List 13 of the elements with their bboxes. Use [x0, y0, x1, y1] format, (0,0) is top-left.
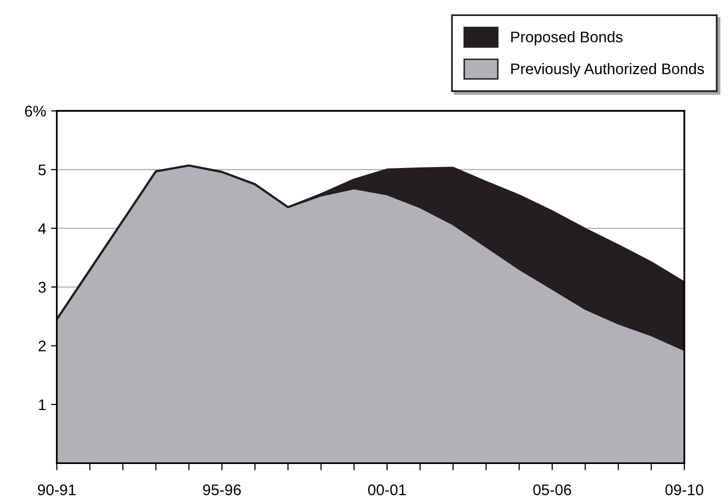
y-tick-label: 2	[38, 340, 46, 352]
x-tick-label: 90-91	[38, 484, 76, 496]
legend-label: Proposed Bonds	[511, 31, 622, 46]
x-tick-label: 95-96	[203, 484, 241, 496]
y-tick-label: 6%	[25, 106, 46, 117]
legend-label: Previously Authorized Bonds	[511, 63, 704, 78]
y-tick-label: 1	[39, 399, 46, 410]
x-tick-label: 09-10	[665, 484, 704, 496]
x-tick-label: 00-01	[368, 484, 406, 496]
y-tick-label: 4	[38, 223, 46, 234]
y-tick-label: 5	[38, 164, 46, 176]
x-tick-label: 05-06	[533, 484, 572, 496]
y-tick-label: 3	[38, 282, 46, 293]
